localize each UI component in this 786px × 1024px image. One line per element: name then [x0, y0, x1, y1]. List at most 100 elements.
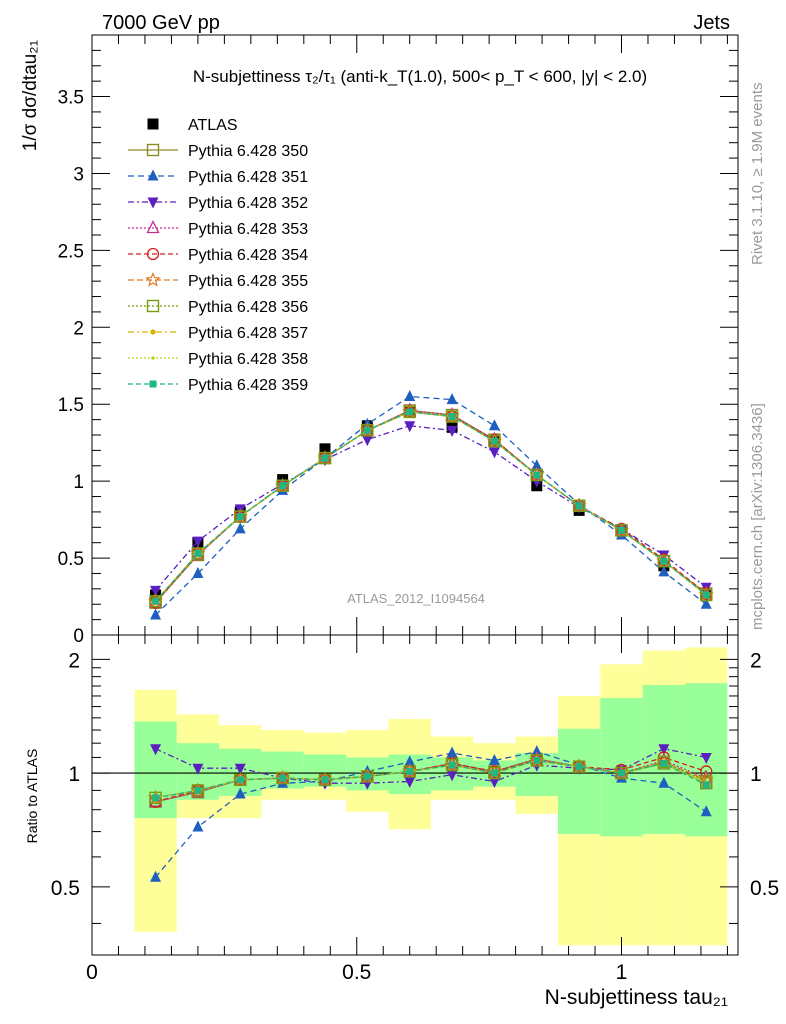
ratio-point [149, 791, 162, 805]
series-pythia-6-428-351 [150, 390, 712, 620]
data-point [361, 435, 373, 447]
y-tick-label: 3.5 [58, 88, 84, 109]
y-tick-label: 0.5 [58, 549, 84, 570]
data-point [448, 413, 456, 421]
series-pythia-6-428-353 [148, 402, 713, 608]
ratio-point [702, 781, 710, 789]
data-point [404, 421, 416, 433]
series-pythia-6-428-352 [150, 421, 712, 597]
y-tick-label: 1 [73, 472, 84, 493]
data-point [236, 513, 244, 521]
ratio-point [488, 766, 501, 780]
ratio-panel: 0.5 0.5 1 1 2 2 0 0.5 1 Ratio to ATLAS N-subjett… [24, 634, 779, 1009]
data-point [700, 597, 712, 609]
ratio-panel-frame [91, 634, 739, 956]
y-tick-label: 0 [73, 626, 84, 647]
legend-label: Pythia 6.428 359 [188, 377, 308, 394]
legend-marker [149, 380, 157, 388]
data-point [404, 390, 416, 402]
legend-marker [147, 118, 159, 130]
ratio-point [446, 770, 458, 782]
data-point [618, 526, 626, 534]
ratio-point [658, 744, 670, 756]
x-tick-label: 0.5 [342, 961, 371, 984]
data-point [149, 594, 162, 608]
data-point [318, 451, 332, 465]
legend-marker [145, 271, 161, 287]
x-tick-label: 0 [86, 961, 98, 984]
legend-entry: Pythia 6.428 354 [128, 247, 308, 264]
ratio-point [657, 755, 671, 769]
ratio-point [488, 777, 500, 789]
data-point [319, 443, 331, 455]
legend-entry: Pythia 6.428 359 [128, 377, 308, 394]
energy-label: 7000 GeV pp [102, 12, 220, 34]
ratio-point [363, 772, 371, 780]
ratio-point [658, 776, 670, 788]
legend-marker [147, 197, 159, 209]
x-axis-label: N-subjettiness tau₂₁ [545, 986, 728, 1009]
legend-entry: Pythia 6.428 355 [128, 271, 308, 290]
data-point [572, 499, 586, 512]
data-point [321, 454, 329, 462]
ratio-point [530, 754, 543, 767]
data-point [531, 459, 543, 471]
stat-uncertainty-band [134, 721, 177, 819]
data-point [276, 479, 289, 492]
ratio-point [490, 769, 498, 777]
data-point [446, 425, 458, 437]
series-line [155, 411, 707, 602]
data-point [660, 557, 668, 565]
data-point [700, 588, 713, 602]
legend-entry: Pythia 6.428 358 [128, 351, 308, 368]
legend: ATLAS Pythia 6.428 350 Pythia 6.428 351 Pyt… [128, 117, 308, 394]
ratio-y-tick-label-right: 0.5 [750, 877, 779, 900]
legend-label: Pythia 6.428 355 [188, 273, 308, 290]
legend-marker [151, 356, 155, 360]
data-point [234, 522, 246, 534]
y-tick-label: 3 [73, 164, 84, 185]
ratio-point [448, 761, 456, 769]
ratio-line [155, 750, 707, 878]
ratio-line [155, 756, 707, 803]
y-axis-label: 1/σ dσ/dtau₂₁ [20, 40, 41, 151]
mcplots-label: mcplots.cern.ch [arXiv:1306.3436] [749, 403, 766, 630]
legend-label: Pythia 6.428 356 [188, 299, 308, 316]
ratio-point [531, 745, 543, 757]
data-point [150, 608, 162, 620]
data-point [702, 591, 710, 599]
ratio-point [192, 763, 204, 775]
legend-label: Pythia 6.428 358 [188, 351, 308, 368]
series-line [155, 425, 707, 591]
data-point [234, 510, 247, 523]
ratio-point [192, 820, 204, 832]
series-atlas [150, 406, 712, 601]
ratio-y-tick-label: 1 [68, 763, 80, 786]
legend-marker [146, 143, 160, 157]
ratio-point [488, 753, 500, 765]
legend-entry: Pythia 6.428 357 [128, 325, 308, 342]
data-point [150, 585, 162, 597]
x-tick-label: 1 [616, 961, 628, 984]
series-pythia-6-428-354 [149, 405, 713, 609]
ratio-point [234, 787, 246, 799]
y-tick-label: 2.5 [58, 241, 84, 262]
legend-entry: Pythia 6.428 356 [128, 299, 308, 316]
data-point [575, 502, 583, 510]
data-point [533, 471, 541, 479]
ratio-point [700, 805, 712, 817]
ratio-point [575, 763, 583, 771]
ratio-point [700, 752, 712, 764]
legend-entry: Pythia 6.428 351 [128, 169, 308, 186]
legend-entry: Pythia 6.428 350 [128, 143, 308, 160]
data-point [446, 393, 458, 405]
legend-entry: Pythia 6.428 353 [128, 220, 308, 238]
ratio-point [321, 776, 329, 784]
ratio-y-tick-label: 2 [68, 649, 80, 672]
data-point [530, 468, 543, 482]
ratio-point [234, 763, 246, 775]
series-pythia-6-428-350 [149, 404, 713, 609]
ratio-point [618, 769, 626, 777]
data-point [192, 566, 204, 578]
